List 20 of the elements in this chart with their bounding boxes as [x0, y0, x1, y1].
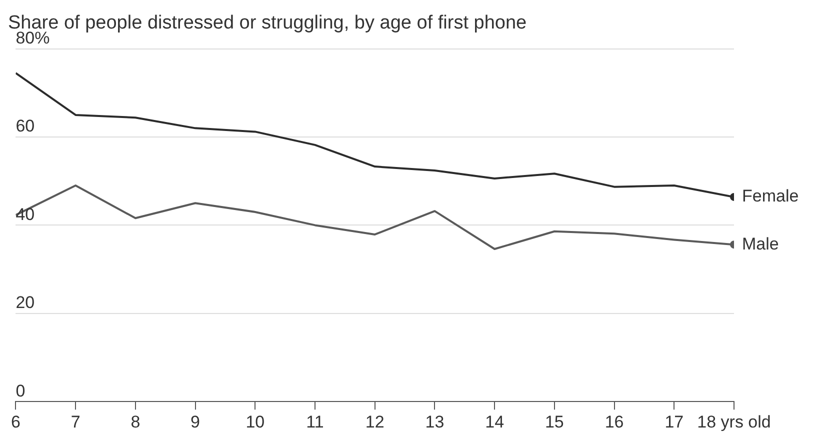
x-tick-label: 7 — [70, 412, 80, 432]
x-tick-label: 18 yrs old — [697, 412, 771, 432]
x-tick-label: 6 — [10, 412, 20, 432]
x-tick-label: 9 — [190, 412, 200, 432]
x-tick-label: 16 — [604, 412, 624, 432]
x-tick-label: 17 — [664, 412, 684, 432]
x-tick-label: 12 — [365, 412, 384, 432]
x-tick-label: 15 — [544, 412, 564, 432]
y-tick-label: 60 — [16, 116, 35, 136]
series-label: Male — [742, 234, 779, 254]
x-tick-label: 13 — [425, 412, 444, 432]
y-tick-label: 40 — [16, 204, 35, 224]
x-tick-label: 14 — [485, 412, 504, 432]
series-label: Female — [742, 186, 799, 206]
x-tick-label: 10 — [246, 412, 265, 432]
y-tick-label: 20 — [16, 293, 35, 312]
y-tick-label: 80% — [16, 28, 50, 48]
x-tick-label: 11 — [306, 412, 324, 432]
x-tick-label: 8 — [130, 412, 140, 432]
y-tick-label: 0 — [16, 381, 26, 400]
